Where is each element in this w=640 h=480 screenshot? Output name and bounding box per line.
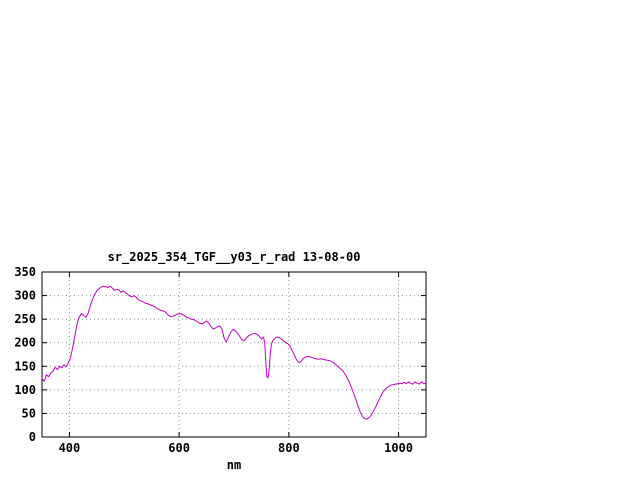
x-tick-label: 400 bbox=[59, 441, 81, 455]
x-axis-label: nm bbox=[226, 458, 242, 472]
x-tick-label: 800 bbox=[278, 441, 300, 455]
plot-border bbox=[41, 271, 427, 438]
y-tick-label: 50 bbox=[22, 406, 36, 420]
y-tick-label: 100 bbox=[14, 383, 36, 397]
y-tick-label: 200 bbox=[14, 336, 36, 350]
x-tick-label: 600 bbox=[168, 441, 190, 455]
x-tick-label: 1000 bbox=[384, 441, 413, 455]
y-tick-label: 250 bbox=[14, 312, 36, 326]
y-tick-label: 0 bbox=[29, 430, 36, 444]
y-tick-label: 150 bbox=[14, 359, 36, 373]
spectrum-series-line bbox=[41, 285, 427, 420]
y-tick-label: 350 bbox=[14, 265, 36, 279]
chart-title: sr_2025_354_TGF__y03_r_rad 13-08-00 bbox=[107, 250, 361, 264]
y-tick-label: 300 bbox=[14, 289, 36, 303]
